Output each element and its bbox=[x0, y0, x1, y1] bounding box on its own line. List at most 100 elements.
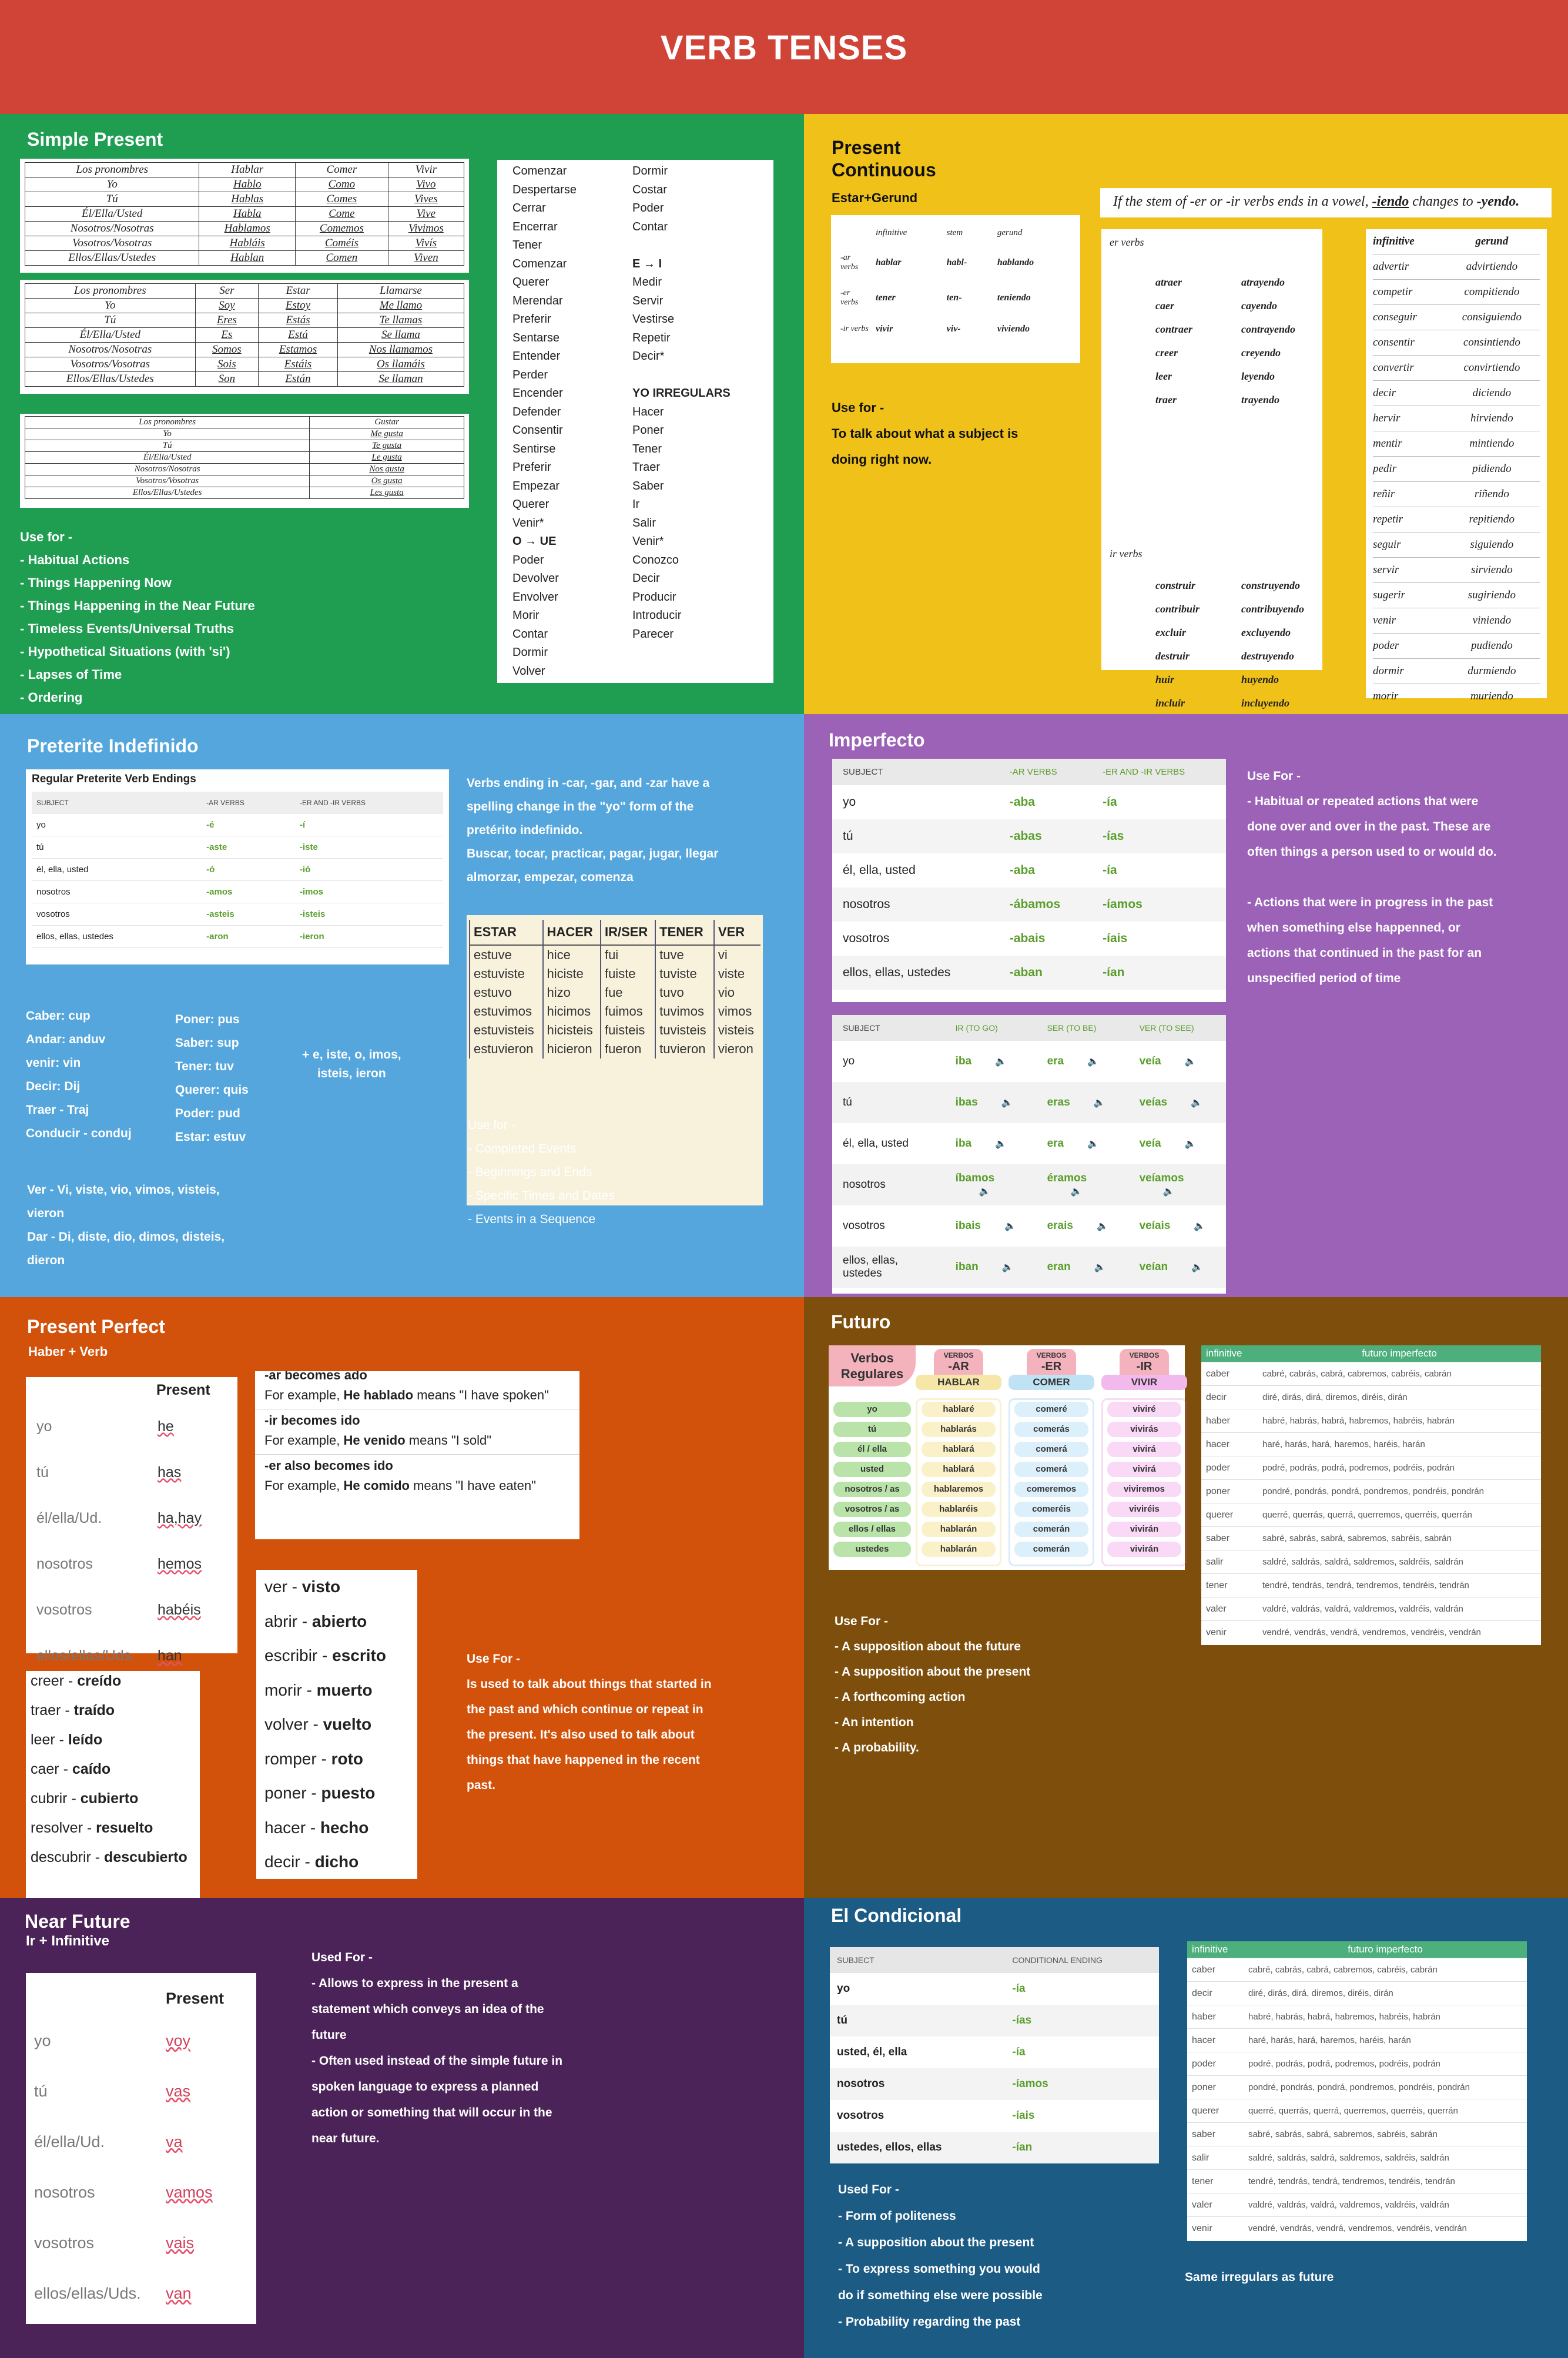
table-cell: Soy bbox=[195, 298, 259, 313]
table-cell: -imos bbox=[299, 887, 323, 897]
table-row: yo -ía bbox=[830, 1973, 1159, 2005]
speaker-icon[interactable]: 🔈 bbox=[1194, 1221, 1206, 1231]
table-row: venir vendré, vendrás, vendrá, vendremos,… bbox=[1187, 2216, 1527, 2240]
verb-item: Producir bbox=[632, 590, 676, 604]
cell-text: éramos bbox=[1047, 1172, 1087, 1184]
dash: - bbox=[287, 1577, 302, 1596]
speaker-icon[interactable]: 🔈 bbox=[1087, 1139, 1100, 1149]
table-cell: Os llamáis bbox=[337, 357, 465, 372]
stem-item: Estar: estuv bbox=[175, 1130, 246, 1144]
speaker-icon[interactable]: 🔈 bbox=[1184, 1139, 1197, 1149]
future-form: hablarán bbox=[940, 1544, 977, 1554]
table-row: nosotros vamos bbox=[34, 2183, 213, 2202]
verb-item: YO IRREGULARS bbox=[632, 387, 731, 400]
speaker-icon[interactable]: 🔈 bbox=[1191, 1262, 1204, 1272]
use-for-item: - Habitual or repeated actions that were bbox=[1247, 795, 1479, 808]
speaker-icon[interactable]: 🔈 bbox=[1087, 1057, 1100, 1067]
spelling-change-note: Verbs ending in -car, -gar, and -zar hav… bbox=[467, 772, 718, 889]
future-form-pill: hablará bbox=[922, 1462, 996, 1477]
rule-title: -ar becomes ado bbox=[264, 1371, 367, 1382]
table-cell: pondré, pondrás, pondrá, pondremos, pond… bbox=[1244, 2075, 1527, 2099]
note-line: pretérito indefinido. bbox=[467, 823, 583, 837]
table-row: tú vas bbox=[34, 2082, 190, 2101]
table-cell: tuviste bbox=[655, 964, 714, 983]
cell-text: él, ella, usted bbox=[843, 1137, 909, 1150]
future-form-pill: vivirá bbox=[1107, 1442, 1181, 1457]
participle: creído bbox=[77, 1673, 122, 1689]
participle: vuelto bbox=[323, 1715, 372, 1733]
table-cell: caber bbox=[1187, 1958, 1244, 1982]
speaker-icon[interactable]: 🔈 bbox=[1184, 1057, 1197, 1067]
table-row: ellos, ellas, ustedes -aron -ieron bbox=[32, 926, 443, 948]
table-cell: Tú bbox=[24, 440, 310, 452]
table-cell: -abais bbox=[1009, 932, 1046, 945]
participle: roto bbox=[331, 1749, 364, 1768]
table-row: -er verbs tener ten-teniendo bbox=[837, 280, 1074, 316]
infinitive: descubrir bbox=[31, 1849, 91, 1865]
table-cell: él, ella, usted bbox=[36, 865, 89, 875]
future-form: hablarás bbox=[940, 1424, 977, 1434]
future-irregulars-table: infinitive futuro imperfecto caber cabré, c… bbox=[1201, 1345, 1541, 1645]
speaker-icon[interactable]: 🔈 bbox=[1191, 1098, 1203, 1108]
dash: - bbox=[306, 1818, 320, 1837]
gerund: incluyendo bbox=[1241, 697, 1290, 709]
speaker-icon[interactable]: 🔈 bbox=[1093, 1098, 1105, 1108]
speaker-icon[interactable]: 🔈 bbox=[1094, 1262, 1106, 1272]
table-cell: haré, harás, hará, haremos, haréis, hará… bbox=[1244, 2028, 1527, 2052]
use-for-list: Use For - - Habitual or repeated actions … bbox=[1247, 763, 1497, 991]
future-form: vivirá bbox=[1133, 1444, 1156, 1454]
speaker-icon[interactable]: 🔈 bbox=[995, 1139, 1007, 1149]
table-row: Ellos/Ellas/Ustedes Les gusta bbox=[24, 487, 464, 499]
irregular-participles-card-1: creer - creído traer - traído leer - leído… bbox=[26, 1671, 200, 1898]
pronoun-pill: usted bbox=[833, 1462, 911, 1477]
infinitive: volver bbox=[264, 1715, 309, 1733]
verb-item: Querer bbox=[512, 276, 550, 289]
note-line: Ver - Vi, viste, vio, vimos, visteis, bbox=[27, 1183, 220, 1197]
dash: - bbox=[91, 1849, 105, 1865]
table-cell: Él/Ella/Usted bbox=[24, 206, 200, 222]
table-cell: Vivo bbox=[387, 177, 465, 192]
speaker-icon[interactable]: 🔈 bbox=[1004, 1221, 1016, 1231]
cell-text: veías bbox=[1139, 1096, 1168, 1108]
speaker-icon[interactable]: 🔈 bbox=[979, 1187, 991, 1197]
infinitive: decir bbox=[264, 1853, 300, 1871]
future-form: comerán bbox=[1033, 1544, 1070, 1554]
table-cell: vieron bbox=[713, 1040, 760, 1059]
table-cell: veíamos 🔈 bbox=[1129, 1164, 1226, 1205]
table-cell: yo bbox=[843, 795, 856, 809]
speaker-icon[interactable]: 🔈 bbox=[995, 1057, 1007, 1067]
future-form: comerás bbox=[1033, 1424, 1070, 1434]
table-row: Él/Ella/Usted Es Está Se llama bbox=[25, 327, 465, 343]
speaker-icon[interactable]: 🔈 bbox=[1096, 1221, 1108, 1231]
irregular-participles-card-2: ver - visto abrir - abierto escribir - esc… bbox=[256, 1570, 417, 1879]
speaker-icon[interactable]: 🔈 bbox=[1001, 1262, 1014, 1272]
use-for-item: Use for - bbox=[832, 400, 884, 415]
speaker-icon[interactable]: 🔈 bbox=[1001, 1098, 1013, 1108]
table-row: yo -é -í bbox=[32, 814, 443, 836]
participle: muerto bbox=[316, 1680, 373, 1699]
table-cell: poner bbox=[1201, 1479, 1258, 1503]
table-row: ustedes, ellos, ellas -ían bbox=[830, 2132, 1159, 2163]
table-row: tú has bbox=[36, 1464, 181, 1481]
table-cell: vi bbox=[713, 945, 760, 964]
speaker-icon[interactable]: 🔈 bbox=[1162, 1187, 1175, 1197]
column-header: Los pronombres bbox=[25, 283, 196, 299]
table-row: él, ella, usted -ó -ió bbox=[32, 859, 443, 881]
verb-item: Venir* bbox=[512, 516, 544, 530]
column-header: Estar bbox=[258, 283, 338, 299]
verb-item: Merendar bbox=[512, 294, 563, 307]
table-cell: Tú bbox=[25, 313, 196, 328]
table-cell: hacer bbox=[1187, 2028, 1244, 2052]
infinitive: competir bbox=[1373, 279, 1444, 305]
pronoun: él/ella/Ud. bbox=[34, 2133, 105, 2151]
participle-item: decir - dicho bbox=[264, 1845, 409, 1880]
speaker-icon[interactable]: 🔈 bbox=[1070, 1187, 1083, 1197]
verb-item: Vestirse bbox=[632, 313, 675, 326]
table-row: Vosotros/Vosotras Os gusta bbox=[24, 475, 464, 487]
infinitive: creer bbox=[1155, 347, 1178, 359]
table-row: sugerir sugiriendo bbox=[1373, 582, 1540, 608]
table-cell: Comen bbox=[295, 250, 388, 266]
table-cell: -iste bbox=[299, 842, 318, 852]
section-present-continuous: Present Continuous Estar+Gerund infinitiv… bbox=[804, 114, 1568, 714]
participle-rule: -ir becomes ido For example, He venido me… bbox=[255, 1409, 579, 1455]
